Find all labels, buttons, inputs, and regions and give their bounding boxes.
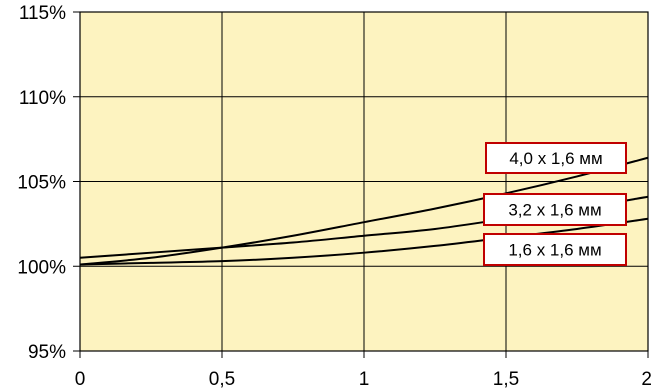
series-label-box-2 xyxy=(483,233,627,266)
series-label-1: 3,2 x 1,6 мм xyxy=(508,201,601,220)
x-tick-label-3: 1,5 xyxy=(493,369,519,389)
series-label-2: 1,6 x 1,6 мм xyxy=(508,241,601,260)
y-tick-label-3: 110% xyxy=(19,88,66,109)
y-tick-label-4: 115% xyxy=(19,3,66,24)
y-tick-label-0: 95% xyxy=(28,342,66,363)
x-tick-label-0: 0 xyxy=(75,369,86,389)
series-label-box-1 xyxy=(483,193,627,226)
x-tick-label-4: 2 xyxy=(641,369,652,389)
series-line-2 xyxy=(79,217,649,266)
series-line-0 xyxy=(79,156,649,266)
x-tick-label-1: 0,5 xyxy=(209,369,235,389)
y-tick-label-1: 100% xyxy=(17,257,66,278)
series-label-box-0 xyxy=(485,142,627,174)
x-tick-label-2: 1 xyxy=(359,369,370,389)
series-label-0: 4,0 x 1,6 мм xyxy=(509,149,602,168)
y-tick-label-2: 105% xyxy=(17,173,66,194)
